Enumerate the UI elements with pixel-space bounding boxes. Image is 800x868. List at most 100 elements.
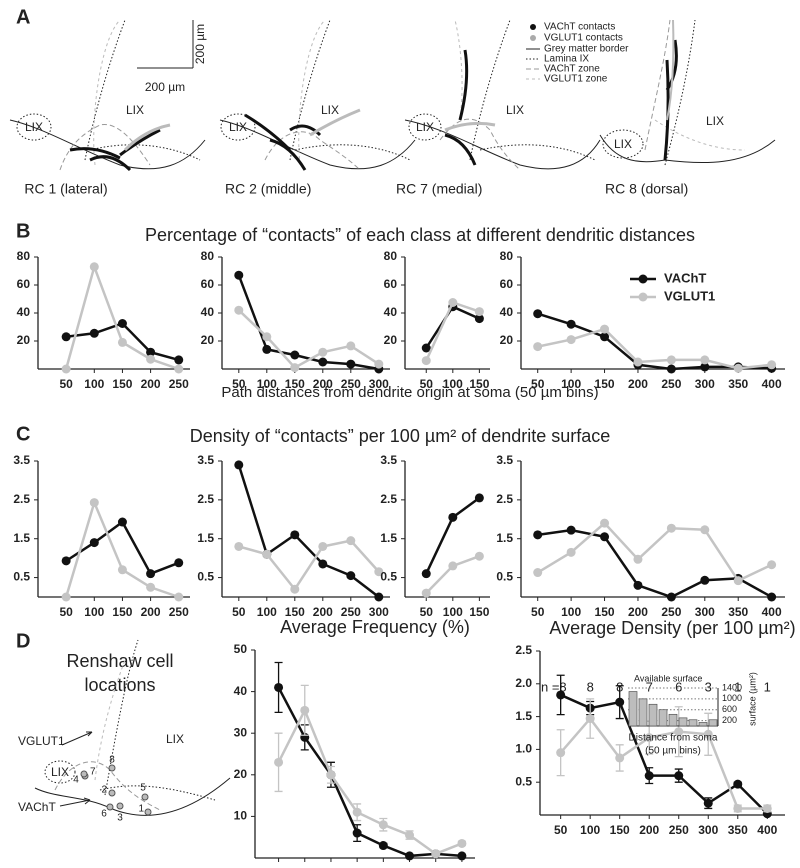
x-tick-label: 350 — [728, 377, 748, 391]
y-tick-label: 2.5 — [380, 492, 397, 506]
x-tick-label: 150 — [469, 377, 489, 391]
y-tick-label: 3.5 — [197, 453, 214, 467]
cell-label: RC 7 (medial) — [396, 181, 482, 197]
data-point — [767, 360, 777, 370]
data-point — [290, 350, 300, 360]
x-tick-label: 150 — [321, 866, 341, 868]
data-point — [374, 592, 384, 602]
panel-letter: D — [16, 630, 30, 652]
cell-number: 8 — [109, 755, 115, 766]
data-point — [615, 753, 625, 763]
data-point — [146, 354, 156, 364]
data-point — [262, 332, 272, 342]
x-tick-label: 50 — [420, 377, 434, 391]
data-point — [89, 262, 99, 272]
data-point — [448, 561, 458, 571]
x-tick-label: 100 — [580, 823, 600, 837]
chart-title: Average Density (per 100 µm²) — [549, 618, 795, 638]
y-tick-label: 80 — [500, 249, 514, 263]
schematic-label: VAChT — [18, 800, 56, 814]
y-tick-label: 10 — [234, 809, 248, 823]
section-title: Percentage of “contacts” of each class a… — [145, 225, 695, 245]
x-tick-label: 200 — [628, 377, 648, 391]
y-tick-label: 3.5 — [496, 453, 513, 467]
data-point — [290, 584, 300, 594]
data-point — [318, 541, 328, 551]
x-tick-label: 400 — [452, 866, 472, 868]
data-point — [146, 582, 156, 592]
data-point — [733, 779, 743, 789]
x-tick-label: 50 — [232, 377, 246, 391]
x-tick-label: 50 — [531, 605, 545, 619]
data-point — [234, 460, 244, 470]
y-tick-label: 0.5 — [197, 570, 214, 584]
data-point — [533, 568, 543, 578]
x-tick-label: 100 — [561, 377, 581, 391]
data-point — [566, 525, 576, 535]
series-line — [425, 300, 480, 362]
data-point — [666, 592, 676, 602]
chart-title: Average Frequency (%) — [280, 617, 470, 637]
data-point — [89, 498, 99, 508]
x-tick-label: 350 — [426, 866, 446, 868]
y-tick-label: 0.5 — [13, 570, 30, 584]
y-tick-label: 1.5 — [197, 531, 214, 545]
data-point — [89, 538, 99, 548]
region-label: LIX — [25, 120, 43, 134]
data-point — [666, 355, 676, 365]
data-point — [674, 727, 684, 737]
data-point — [89, 328, 99, 338]
x-tick-label: 100 — [257, 377, 277, 391]
data-point — [431, 849, 441, 859]
x-tick-label: 250 — [661, 377, 681, 391]
region-label: LIX — [706, 114, 724, 128]
data-point — [174, 592, 184, 602]
data-point — [274, 682, 284, 692]
x-axis-label: Path distances from dendrite origin at s… — [221, 384, 598, 401]
x-tick-label: 250 — [669, 823, 689, 837]
n-label: 3 — [705, 679, 712, 694]
series-line — [537, 327, 772, 370]
y-tick-label: 20 — [384, 333, 398, 347]
region-label: LIX — [506, 103, 524, 117]
series-line — [560, 693, 769, 815]
x-tick-label: 50 — [232, 605, 246, 619]
y-tick-label: 20 — [17, 333, 31, 347]
data-point — [615, 697, 625, 707]
y-tick-label: 3.5 — [380, 453, 397, 467]
data-point — [318, 347, 328, 357]
series-line — [237, 464, 380, 598]
bar — [638, 698, 648, 727]
x-tick-label: 300 — [369, 605, 389, 619]
y-tick-label: 60 — [201, 277, 215, 291]
cell-label: RC 8 (dorsal) — [605, 181, 688, 197]
y-tick-label: 1.5 — [380, 531, 397, 545]
data-point — [346, 536, 356, 546]
data-point — [421, 588, 431, 598]
y-tick-label: 1.5 — [496, 531, 513, 545]
data-point — [448, 298, 458, 307]
legend-label: Grey matter border — [544, 44, 629, 55]
region-label: LIX — [126, 103, 144, 117]
data-point — [262, 344, 272, 354]
data-point — [346, 359, 356, 369]
cell-number: 6 — [101, 809, 107, 820]
data-point — [318, 559, 328, 569]
data-point — [346, 341, 356, 351]
data-point — [274, 757, 284, 767]
scale-bar: 200 µm 200 µm — [137, 20, 207, 94]
data-point — [585, 714, 595, 724]
data-point — [117, 337, 127, 347]
x-tick-label: 200 — [347, 866, 367, 868]
data-point — [600, 332, 610, 342]
bar — [628, 691, 638, 727]
section-title: Density of “contacts” per 100 µm² of den… — [190, 426, 611, 446]
x-tick-label: 350 — [728, 823, 748, 837]
x-tick-label: 50 — [531, 377, 545, 391]
legend-label: VGLUT1 — [664, 288, 715, 303]
data-point — [457, 838, 467, 848]
y-tick-label: 1000 — [722, 693, 742, 703]
bar — [658, 709, 668, 727]
legend-marker — [638, 274, 648, 284]
data-point — [61, 556, 71, 566]
